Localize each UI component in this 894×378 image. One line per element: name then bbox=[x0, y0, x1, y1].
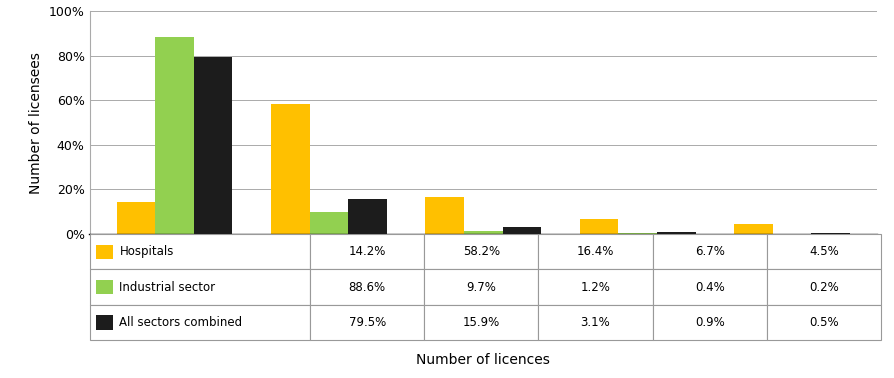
Text: 16.4%: 16.4% bbox=[577, 245, 613, 258]
Text: Number of licences: Number of licences bbox=[416, 353, 550, 367]
Text: All sectors combined: All sectors combined bbox=[119, 316, 242, 329]
Text: 14.2%: 14.2% bbox=[348, 245, 385, 258]
Bar bbox=[652, 305, 766, 340]
Text: 15.9%: 15.9% bbox=[462, 316, 500, 329]
Bar bbox=[309, 234, 424, 270]
Text: 0.5%: 0.5% bbox=[808, 316, 838, 329]
Text: 58.2%: 58.2% bbox=[462, 245, 500, 258]
Bar bbox=[502, 227, 541, 234]
Text: 1.2%: 1.2% bbox=[580, 280, 610, 294]
Bar bbox=[89, 270, 309, 305]
Bar bbox=[89, 234, 309, 270]
Text: 9.7%: 9.7% bbox=[466, 280, 495, 294]
Bar bbox=[579, 219, 618, 234]
Text: 3.1%: 3.1% bbox=[580, 316, 610, 329]
Bar bbox=[463, 231, 502, 234]
Text: 4.5%: 4.5% bbox=[808, 245, 838, 258]
Bar bbox=[193, 57, 232, 234]
Text: 88.6%: 88.6% bbox=[348, 280, 385, 294]
Bar bbox=[155, 37, 193, 234]
Bar bbox=[766, 234, 880, 270]
Bar bbox=[618, 233, 656, 234]
Bar bbox=[309, 270, 424, 305]
Bar bbox=[348, 198, 386, 234]
Bar bbox=[424, 270, 538, 305]
Text: 0.2%: 0.2% bbox=[808, 280, 838, 294]
Text: 6.7%: 6.7% bbox=[694, 245, 724, 258]
Bar bbox=[652, 234, 766, 270]
Bar bbox=[766, 270, 880, 305]
Text: Industrial sector: Industrial sector bbox=[119, 280, 215, 294]
Bar bbox=[652, 270, 766, 305]
Bar bbox=[309, 212, 348, 234]
Bar bbox=[309, 305, 424, 340]
Bar bbox=[424, 305, 538, 340]
Bar bbox=[766, 305, 880, 340]
Bar bbox=[425, 197, 463, 234]
Text: Hospitals: Hospitals bbox=[119, 245, 173, 258]
Text: 79.5%: 79.5% bbox=[348, 316, 385, 329]
Bar bbox=[733, 224, 772, 234]
Text: 0.4%: 0.4% bbox=[694, 280, 724, 294]
Bar bbox=[271, 104, 309, 234]
Bar bbox=[96, 280, 113, 294]
Bar bbox=[116, 202, 155, 234]
Bar bbox=[656, 232, 695, 234]
Bar bbox=[538, 234, 652, 270]
Bar bbox=[811, 233, 849, 234]
Bar bbox=[96, 245, 113, 259]
Bar bbox=[538, 305, 652, 340]
Y-axis label: Number of licensees: Number of licensees bbox=[30, 52, 43, 194]
Bar bbox=[96, 315, 113, 330]
Text: 0.9%: 0.9% bbox=[694, 316, 724, 329]
Bar bbox=[538, 270, 652, 305]
Bar bbox=[89, 305, 309, 340]
Bar bbox=[424, 234, 538, 270]
